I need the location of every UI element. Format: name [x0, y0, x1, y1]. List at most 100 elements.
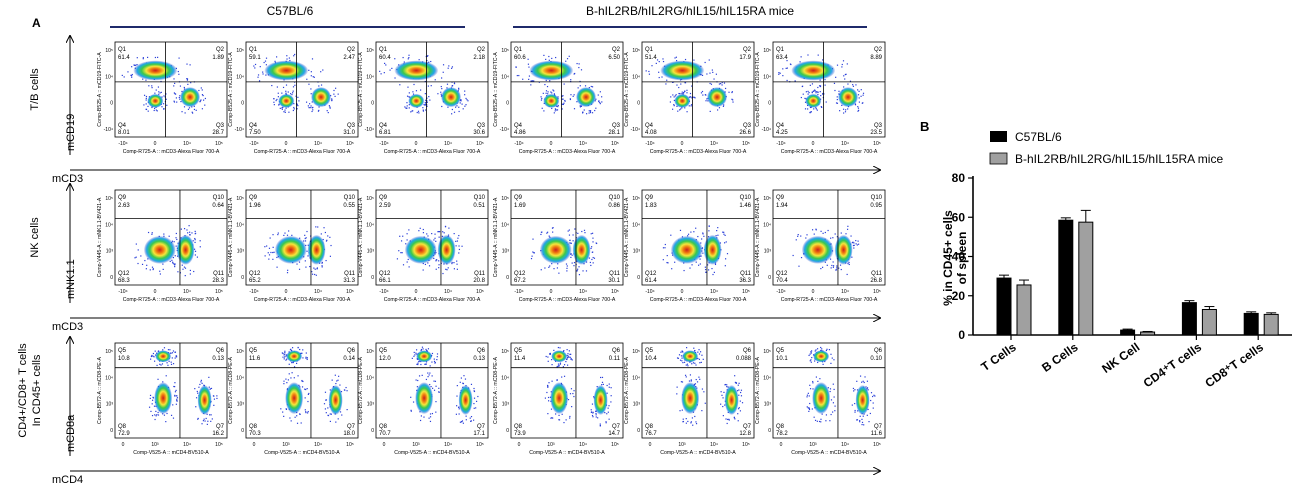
- quadrant-value-br: 26.6: [739, 130, 751, 136]
- event-dot: [432, 387, 434, 389]
- event-dot: [149, 394, 152, 397]
- event-dot: [548, 266, 550, 268]
- event-dot: [569, 417, 571, 419]
- event-dot: [290, 348, 292, 350]
- event-dot: [283, 383, 285, 385]
- y-tick-label: 10⁵: [501, 196, 509, 202]
- event-dot: [734, 418, 736, 420]
- event-dot: [442, 71, 444, 73]
- event-dot: [795, 239, 797, 241]
- y-param-label: Comp-B525-A :: mCD19-FITC-A: [228, 52, 234, 127]
- event-dot: [202, 99, 205, 101]
- density-cluster: [264, 60, 309, 81]
- y-param-label: Comp-B525-A :: mCD19-FITC-A: [755, 52, 761, 127]
- event-dot: [858, 90, 860, 92]
- event-dot: [322, 238, 324, 241]
- event-dot: [265, 74, 267, 76]
- event-dot: [740, 391, 742, 394]
- event-dot: [604, 412, 606, 414]
- event-dot: [326, 110, 328, 112]
- event-dot: [456, 268, 458, 270]
- event-dot: [288, 363, 290, 365]
- event-dot: [817, 91, 819, 93]
- event-dot: [435, 268, 437, 270]
- event-dot: [191, 111, 193, 113]
- event-dot: [418, 59, 420, 61]
- event-dot: [856, 419, 859, 421]
- quadrant-value-tr: 6.50: [608, 55, 620, 61]
- x-tick-label: 10⁴: [183, 442, 191, 448]
- event-dot: [816, 420, 818, 422]
- event-dot: [809, 112, 811, 114]
- x-tick-label: 10⁵: [611, 289, 619, 295]
- event-dot: [422, 348, 424, 350]
- x-tick-label: 10⁴: [314, 141, 322, 147]
- event-dot: [676, 357, 679, 359]
- event-dot: [679, 229, 682, 232]
- event-dot: [418, 230, 420, 232]
- event-dot: [406, 261, 408, 263]
- quadrant-value-bl: 8.01: [118, 130, 130, 136]
- event-dot: [530, 258, 533, 260]
- density-cluster: [834, 234, 853, 265]
- event-dot: [606, 413, 608, 415]
- y-tick-label: 10⁴: [632, 74, 640, 80]
- event-dot: [725, 241, 727, 243]
- event-dot: [297, 96, 299, 98]
- quadrant-name-bl: Q4: [514, 123, 523, 129]
- event-dot: [188, 107, 191, 109]
- event-dot: [298, 100, 300, 102]
- event-dot: [283, 354, 285, 356]
- event-dot: [829, 420, 831, 422]
- event-dot: [301, 386, 304, 388]
- event-dot: [441, 235, 444, 237]
- event-dot: [811, 408, 813, 410]
- event-dot: [556, 109, 558, 111]
- x-tick-label: -10⁴: [514, 141, 523, 147]
- event-dot: [419, 419, 422, 422]
- quadrant-value-tr: 0.11: [609, 356, 621, 362]
- event-dot: [276, 266, 278, 268]
- x-param-label: Comp-R725-A :: mCD3-Alexa Fluor 700-A: [384, 149, 481, 155]
- event-dot: [170, 363, 173, 366]
- event-dot: [870, 399, 872, 402]
- event-dot: [262, 73, 264, 75]
- x-tick-label: 0: [550, 141, 553, 147]
- event-dot: [462, 382, 465, 385]
- event-dot: [461, 421, 463, 423]
- event-dot: [196, 390, 198, 393]
- y-tick-label: 10⁵: [105, 349, 113, 355]
- quadrant-value-bl: 68.3: [118, 278, 130, 284]
- event-dot: [835, 102, 838, 104]
- quadrant-name-tl: Q9: [249, 195, 258, 201]
- event-dot: [266, 245, 268, 247]
- event-dot: [294, 53, 296, 56]
- event-dot: [396, 258, 399, 260]
- event-dot: [459, 102, 461, 104]
- quadrant-name-br: Q11: [474, 271, 486, 277]
- event-dot: [408, 92, 410, 94]
- event-dot: [672, 94, 674, 96]
- x-tick-label: 10³: [412, 442, 420, 448]
- event-dot: [547, 396, 550, 399]
- event-dot: [569, 242, 571, 244]
- event-dot: [861, 418, 863, 420]
- event-dot: [408, 56, 410, 59]
- event-dot: [287, 379, 289, 381]
- event-dot: [415, 349, 418, 351]
- event-dot: [320, 71, 322, 73]
- plot-frame: [510, 189, 624, 286]
- event-dot: [581, 230, 583, 233]
- event-dot: [824, 79, 826, 81]
- quadrant-value-tr: 17.9: [739, 55, 751, 61]
- event-dot: [797, 235, 799, 237]
- y-tick-label: 10⁴: [366, 375, 374, 381]
- event-dot: [202, 94, 204, 97]
- event-dot: [676, 386, 678, 388]
- event-dot: [702, 358, 704, 360]
- event-dot: [679, 92, 681, 95]
